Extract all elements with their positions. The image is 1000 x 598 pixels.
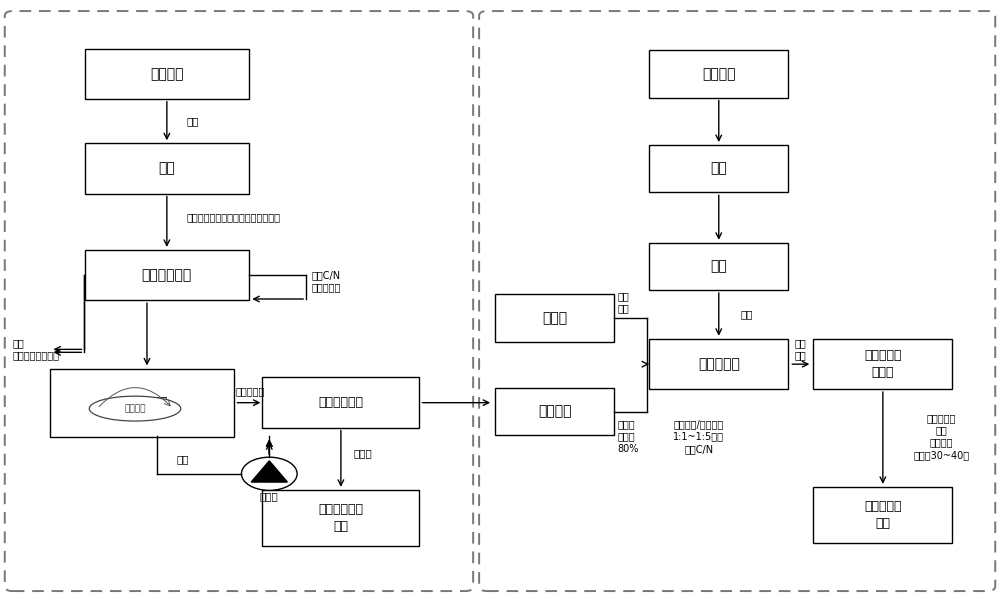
Polygon shape xyxy=(251,461,287,482)
Bar xyxy=(85,250,249,300)
Bar xyxy=(649,339,788,389)
Bar xyxy=(495,294,614,341)
Text: 固碳生物反应池: 固碳生物反应池 xyxy=(116,396,168,409)
Text: 处理水: 处理水 xyxy=(354,448,373,458)
Bar xyxy=(813,487,952,544)
Text: 曝气泵: 曝气泵 xyxy=(260,491,279,501)
Bar xyxy=(813,339,952,389)
Text: 污水管网: 污水管网 xyxy=(150,67,184,81)
Text: 搅拌
发酵: 搅拌 发酵 xyxy=(794,338,806,361)
Text: 生物质: 生物质 xyxy=(542,311,567,325)
Text: 按生物质/污泥体积
1:1~1:5混合
调节C/N: 按生物质/污泥体积 1:1~1:5混合 调节C/N xyxy=(673,419,724,454)
Bar xyxy=(262,490,419,547)
Bar xyxy=(85,144,249,194)
Text: 待腐殖固度: 待腐殖固度 xyxy=(698,357,740,371)
Circle shape xyxy=(241,457,297,490)
Text: 泥水混合物: 泥水混合物 xyxy=(235,386,265,396)
Text: 土壤改良剂
前驱体: 土壤改良剂 前驱体 xyxy=(864,349,902,379)
Bar xyxy=(85,48,249,99)
Text: 脱水至
含水率
80%: 脱水至 含水率 80% xyxy=(617,419,639,454)
Text: 污水
（可溶性有机物）: 污水 （可溶性有机物） xyxy=(13,338,60,361)
Text: 培养: 培养 xyxy=(710,161,727,176)
Text: 污水: 污水 xyxy=(187,116,199,126)
Text: 土壤改良剂
成品: 土壤改良剂 成品 xyxy=(864,501,902,530)
Text: 调节C/N
无机营养盐: 调节C/N 无机营养盐 xyxy=(311,270,340,292)
Text: 氧气: 氧气 xyxy=(177,454,189,464)
Text: 放大: 放大 xyxy=(710,260,727,273)
Text: 格栅: 格栅 xyxy=(158,161,175,176)
Text: 腐殖菌群: 腐殖菌群 xyxy=(702,67,736,81)
Text: 污泥驯化: 污泥驯化 xyxy=(124,404,146,413)
Text: 干燥
粉碎: 干燥 粉碎 xyxy=(617,291,629,313)
Bar xyxy=(649,145,788,193)
Text: 调节含水率
搅拌
保暖处理
腐殖化30~40天: 调节含水率 搅拌 保暖处理 腐殖化30~40天 xyxy=(913,413,970,460)
Bar xyxy=(262,377,419,428)
Text: 活性污泥: 活性污泥 xyxy=(538,405,571,419)
Text: 污水（含可溶性和非可溶性有机物）: 污水（含可溶性和非可溶性有机物） xyxy=(187,212,281,222)
Bar xyxy=(495,388,614,435)
Text: 液体化反应池: 液体化反应池 xyxy=(142,269,192,282)
Bar xyxy=(649,50,788,97)
Text: 泥水分离设备: 泥水分离设备 xyxy=(318,396,363,409)
Text: 接种: 接种 xyxy=(741,309,753,319)
Ellipse shape xyxy=(89,396,181,421)
Bar xyxy=(649,243,788,290)
Text: 处理水回用或
排放: 处理水回用或 排放 xyxy=(318,503,363,533)
Bar xyxy=(50,368,234,437)
